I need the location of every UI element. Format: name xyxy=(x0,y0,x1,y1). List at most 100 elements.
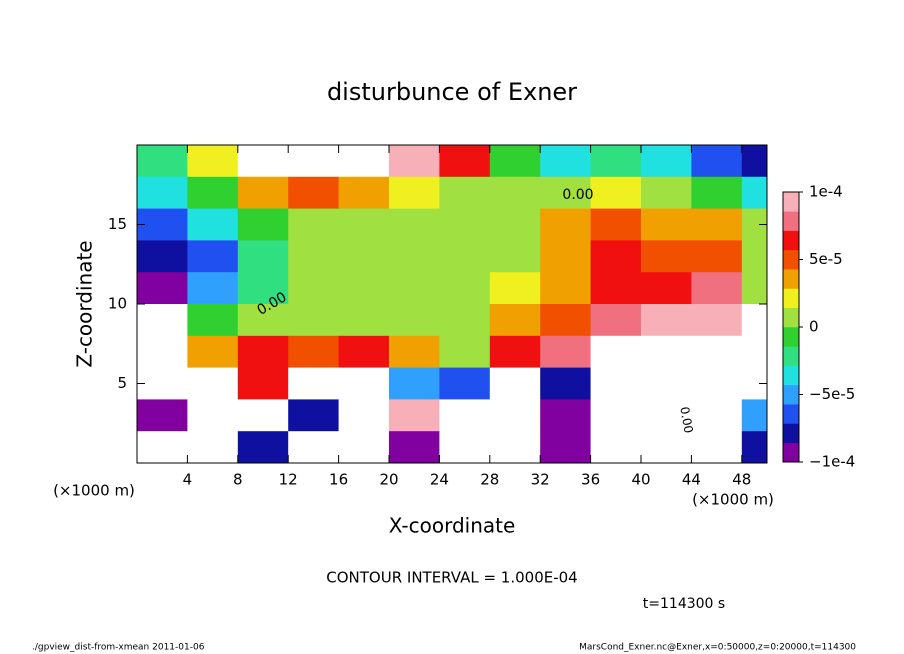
heatmap-cell xyxy=(187,304,239,337)
heatmap-cell xyxy=(741,335,767,369)
heatmap-cell xyxy=(540,272,592,305)
heatmap-cell xyxy=(237,431,289,463)
contour-label: 0.00 xyxy=(562,187,593,203)
heatmap-cell xyxy=(590,145,642,178)
heatmap-cell xyxy=(237,272,289,305)
colorbar-segment xyxy=(783,404,799,424)
colorbar-segment xyxy=(783,327,799,347)
heatmap-cell xyxy=(489,431,541,463)
x-tick-label: 32 xyxy=(531,471,550,489)
x-tick-label: 24 xyxy=(430,471,449,489)
heatmap-cell xyxy=(691,240,743,273)
heatmap-cell xyxy=(540,176,592,210)
y-unit: (×1000 m) xyxy=(53,482,135,500)
heatmap-cell xyxy=(439,304,491,337)
heatmap-cell xyxy=(389,208,440,241)
heatmap-cell xyxy=(137,399,188,432)
heatmap-cell xyxy=(641,367,692,400)
heatmap-cell xyxy=(338,367,390,400)
heatmap-cell xyxy=(187,240,239,273)
colorbar-tick-label: 5e-5 xyxy=(809,250,843,268)
heatmap-cell xyxy=(389,272,440,305)
colorbar-segment xyxy=(783,307,799,328)
heatmap-cell xyxy=(590,240,642,273)
heatmap-cell xyxy=(237,399,289,432)
heatmap-cell xyxy=(389,367,440,400)
x-tick-label: 40 xyxy=(631,471,650,489)
heatmap-cell xyxy=(590,272,642,305)
heatmap-cell xyxy=(288,399,340,432)
heatmap-cell xyxy=(540,399,592,432)
heatmap-cell xyxy=(338,272,390,305)
heatmap-cell xyxy=(590,335,642,369)
heatmap-cell xyxy=(237,145,289,178)
y-tick-label: 5 xyxy=(117,374,127,392)
heatmap-cell xyxy=(137,176,188,210)
heatmap-cell xyxy=(137,431,188,463)
heatmap-cell xyxy=(641,240,692,273)
heatmap-cell xyxy=(439,240,491,273)
heatmap-cell xyxy=(641,176,692,210)
heatmap-cell xyxy=(439,367,491,400)
heatmap-cell xyxy=(691,335,743,369)
heatmap-cell xyxy=(691,304,743,337)
colorbar-segment xyxy=(783,269,799,289)
colorbar-tick-label: 1e-4 xyxy=(809,183,843,201)
heatmap-cell xyxy=(741,272,767,305)
heatmap-cell xyxy=(540,208,592,241)
heatmap-cell xyxy=(540,304,592,337)
heatmap-cell xyxy=(237,304,289,337)
heatmap-cell xyxy=(288,240,340,273)
heatmap-cell xyxy=(590,208,642,241)
heatmap-cell xyxy=(540,145,592,178)
heatmap-cell xyxy=(641,399,692,432)
heatmap-cell xyxy=(288,431,340,463)
colorbar-segment xyxy=(783,230,799,251)
heatmap-cell xyxy=(439,431,491,463)
x-tick-label: 16 xyxy=(329,471,348,489)
heatmap-cell xyxy=(338,399,390,432)
heatmap-cell xyxy=(288,335,340,369)
heatmap-cell xyxy=(439,176,491,210)
x-tick-label: 44 xyxy=(682,471,701,489)
heatmap-cell xyxy=(389,399,440,432)
heatmap-cell xyxy=(489,240,541,273)
heatmap-cell xyxy=(489,367,541,400)
heatmap-cell xyxy=(187,176,239,210)
heatmap-cell xyxy=(237,176,289,210)
heatmap-cell xyxy=(489,145,541,178)
heatmap-cell xyxy=(540,240,592,273)
x-axis-label: X-coordinate xyxy=(389,514,516,538)
colorbar-segment xyxy=(783,423,799,444)
heatmap-cell xyxy=(288,367,340,400)
heatmap-cell xyxy=(489,208,541,241)
colorbar-segment xyxy=(783,384,799,405)
heatmap-cell xyxy=(489,304,541,337)
heatmap-cell xyxy=(540,367,592,400)
heatmap-cell xyxy=(741,399,767,432)
heatmap-cell xyxy=(590,399,642,432)
heatmap-cell xyxy=(288,304,340,337)
colorbar-tick-label: 0 xyxy=(809,318,819,336)
x-tick-label: 8 xyxy=(233,471,243,489)
y-tick-label: 15 xyxy=(108,215,127,233)
heatmap-cell xyxy=(338,335,390,369)
colorbar-segment xyxy=(783,211,799,231)
heatmap-cell xyxy=(691,272,743,305)
heatmap-cell xyxy=(439,272,491,305)
heatmap-cell xyxy=(439,145,491,178)
heatmap-cell xyxy=(691,367,743,400)
heatmap-cell xyxy=(237,208,289,241)
heatmap-cell xyxy=(691,145,743,178)
heatmap-cell xyxy=(187,431,239,463)
contour-label: 0.00 xyxy=(677,406,695,435)
heatmap-cell xyxy=(641,335,692,369)
x-tick-label: 36 xyxy=(581,471,600,489)
heatmap-cell xyxy=(641,304,692,337)
heatmap-cell xyxy=(641,145,692,178)
heatmap-cell xyxy=(137,208,188,241)
x-tick-label: 20 xyxy=(379,471,398,489)
heatmap-cell xyxy=(389,145,440,178)
heatmap-cell xyxy=(741,240,767,273)
